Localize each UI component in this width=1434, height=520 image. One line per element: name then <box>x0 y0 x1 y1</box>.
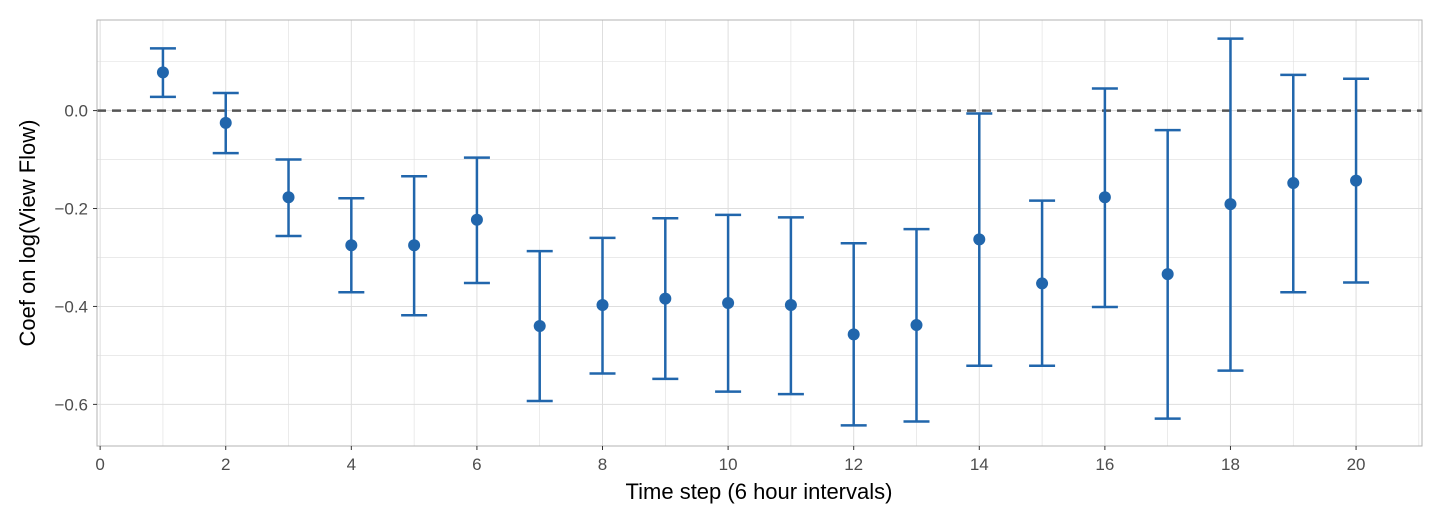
data-point <box>910 319 923 332</box>
data-point <box>596 298 609 311</box>
data-point <box>1224 198 1237 211</box>
x-tick-label: 18 <box>1221 455 1240 474</box>
data-point <box>282 191 295 204</box>
data-point <box>784 298 797 311</box>
x-tick-label: 2 <box>221 455 230 474</box>
x-tick-label: 6 <box>472 455 481 474</box>
y-axis-ticks: 0.0 −0.2 −0.4 −0.6 <box>54 102 97 414</box>
plot-panel-background <box>97 20 1422 446</box>
data-point <box>659 292 672 305</box>
data-points <box>156 66 1363 341</box>
y-axis-title: Coef on log(View Flow) <box>15 119 40 346</box>
x-tick-label: 0 <box>95 455 104 474</box>
x-tick-label: 20 <box>1347 455 1366 474</box>
y-tick-label: −0.6 <box>54 395 88 414</box>
y-tick-label: −0.4 <box>54 297 88 316</box>
data-point <box>1161 268 1174 281</box>
x-tick-label: 4 <box>347 455 356 474</box>
x-tick-label: 12 <box>844 455 863 474</box>
x-tick-label: 10 <box>719 455 738 474</box>
x-tick-label: 16 <box>1095 455 1114 474</box>
data-point <box>847 328 860 341</box>
data-point <box>1350 174 1363 187</box>
x-axis-title: Time step (6 hour intervals) <box>626 479 893 504</box>
x-axis-ticks: 0 2 4 6 8 10 12 14 16 18 20 <box>95 446 1366 474</box>
error-bars <box>149 37 1370 427</box>
data-point <box>470 213 483 226</box>
data-point <box>722 297 735 310</box>
data-point <box>1036 277 1049 290</box>
x-tick-label: 14 <box>970 455 989 474</box>
data-point <box>533 320 546 333</box>
data-point <box>1287 177 1300 190</box>
data-point <box>973 233 986 246</box>
data-point <box>408 239 421 252</box>
data-point <box>156 66 169 79</box>
y-tick-label: 0.0 <box>64 102 88 121</box>
plot-panel-border <box>96 19 1423 447</box>
data-point <box>219 116 232 129</box>
x-tick-label: 8 <box>598 455 607 474</box>
data-point <box>345 239 358 252</box>
y-tick-label: −0.2 <box>54 200 88 219</box>
data-point <box>1098 191 1111 204</box>
